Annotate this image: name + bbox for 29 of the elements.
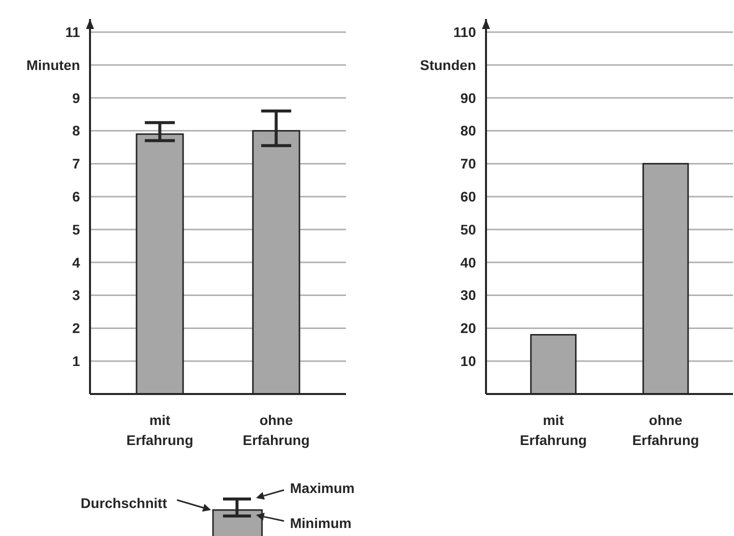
y-tick-label: 1 [72,353,80,369]
y-tick-label: 2 [72,320,80,336]
y-tick-label: 40 [460,254,476,270]
y-tick-label: 50 [460,221,476,238]
y-axis-title: Stunden [420,56,476,73]
y-tick-label: 80 [460,122,476,139]
y-tick-label: 6 [72,188,80,204]
x-tick-label: mit Erfahrung [126,412,194,448]
y-tick-label: 9 [72,90,80,106]
text: Durchschnitt [80,494,168,511]
text: Maximum [290,480,355,496]
y-tick-label: 4 [72,254,80,270]
y-tick-label: 20 [460,320,476,336]
y-tick-label: 11 [65,24,80,40]
y-tick-label: 90 [460,90,476,106]
y-tick-label: 30 [460,287,476,304]
y-tick-label: 3 [72,287,80,304]
text: Minimum [290,514,352,531]
y-tick-label: 70 [460,156,476,172]
x-tick-label: ohne Erfahrung [242,412,310,448]
y-tick-label: 110 [453,24,476,40]
y-tick-label: 8 [72,122,80,139]
x-tick-label: mit Erfahrung [520,412,587,448]
y-tick-label: 10 [460,353,476,369]
x-tick-label: ohne Erfahrung [632,412,700,448]
y-tick-label: 5 [72,221,80,238]
y-axis-title: Minuten [26,56,80,73]
y-tick-label: 7 [72,156,80,172]
y-tick-label: 60 [460,188,476,204]
